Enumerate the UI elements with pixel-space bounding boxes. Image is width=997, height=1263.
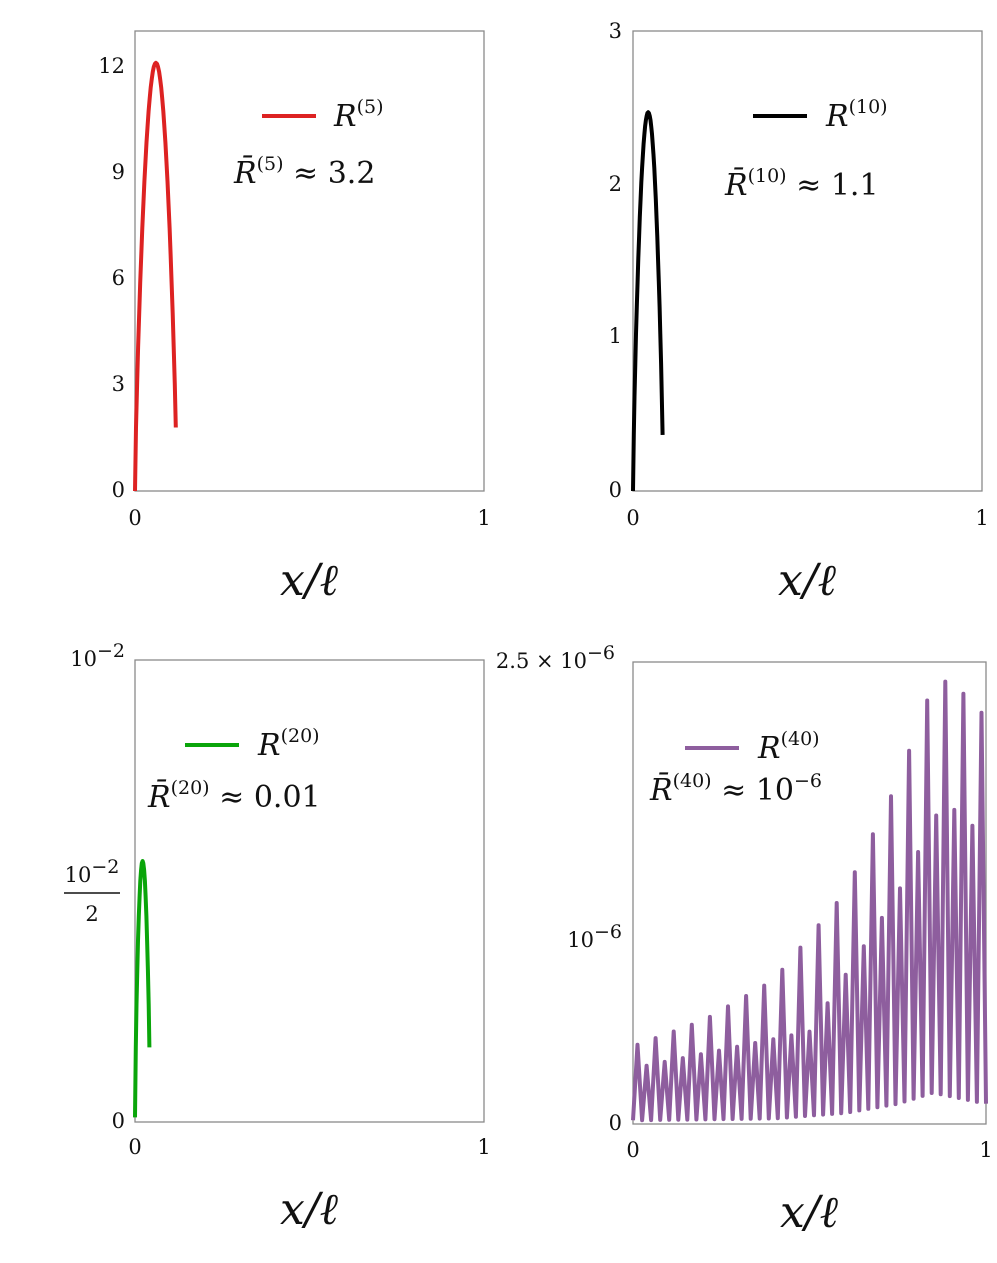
legend-label: R(20) [257, 725, 320, 763]
y-tick-label: 1 [609, 324, 622, 348]
x-tick-label-start: 0 [128, 506, 141, 530]
y-tick-label: 6 [112, 266, 125, 290]
x-tick-label-end: 1 [979, 1138, 992, 1162]
mean-annotation: R̄(5) ≈ 3.2 [233, 153, 375, 191]
tick-numerator-exp: −2 [91, 856, 119, 878]
legend-label: R(40) [757, 728, 820, 766]
panel-r5: 0 3 6 9 12 0 1 x/ℓ R(5) R̄(5) ≈ 3.2 [98, 30, 491, 606]
mean-annotation: R̄(20) ≈ 0.01 [147, 777, 321, 815]
legend-label: R(10) [825, 96, 888, 134]
svg-text:10−2: 10−2 [65, 856, 120, 887]
x-axis-label: x/ℓ [280, 1184, 339, 1235]
x-tick-label-start: 0 [626, 1138, 639, 1162]
x-tick-label-end: 1 [975, 506, 988, 530]
mean-annotation: R̄(10) ≈ 1.1 [724, 165, 879, 203]
y-tick-label: 0 [112, 478, 125, 502]
x-axis-label: x/ℓ [280, 555, 339, 606]
series-line-r40 [631, 679, 988, 1123]
y-tick-label: 2 [609, 172, 622, 196]
y-tick-label: 3 [112, 372, 125, 396]
y-tick-label-mid: 10−6 [567, 921, 622, 952]
legend-label: R(5) [333, 96, 384, 134]
panel-r10: 0 1 2 3 0 1 x/ℓ R(10) R̄(10) ≈ 1.1 [609, 19, 989, 606]
y-tick-label: 0 [609, 478, 622, 502]
x-tick-label-end: 1 [477, 1135, 490, 1159]
y-tick-label: 12 [98, 54, 125, 78]
tick-denominator: 2 [85, 902, 98, 926]
series-line-r20 [133, 859, 152, 1118]
x-axis-label: x/ℓ [780, 1187, 839, 1238]
y-tick-label: 0 [609, 1111, 622, 1135]
y-tick-label: 3 [609, 19, 622, 43]
plot-frame [134, 659, 485, 1123]
x-tick-label-end: 1 [477, 506, 490, 530]
series-line-r5 [133, 60, 178, 492]
y-tick-label-half: 10−2 2 [64, 856, 120, 926]
plot-frame [632, 30, 983, 492]
plot-frame [134, 30, 485, 492]
x-tick-label-start: 0 [128, 1135, 141, 1159]
tick-numerator-base: 10 [65, 863, 92, 887]
y-tick-label: 9 [112, 160, 125, 184]
x-tick-label-start: 0 [626, 506, 639, 530]
series-line-r10 [631, 110, 665, 492]
y-tick-label-top: 2.5 × 10−6 [496, 642, 615, 673]
y-tick-group: 0 3 6 9 12 [98, 54, 125, 502]
panel-r40: 0 10−6 2.5 × 10−6 0 1 x/ℓ R(40) R̄(40) ≈… [496, 642, 993, 1238]
mean-annotation: R̄(40) ≈ 10−6 [649, 770, 822, 808]
panel-r20: 0 10−2 2 10−2 0 1 x/ℓ R(20) R̄(20) ≈ 0.0… [64, 640, 491, 1235]
x-axis-label: x/ℓ [778, 555, 837, 606]
y-tick-label: 0 [112, 1109, 125, 1133]
plot-frame [632, 661, 987, 1125]
y-tick-label-top: 10−2 [70, 640, 125, 671]
